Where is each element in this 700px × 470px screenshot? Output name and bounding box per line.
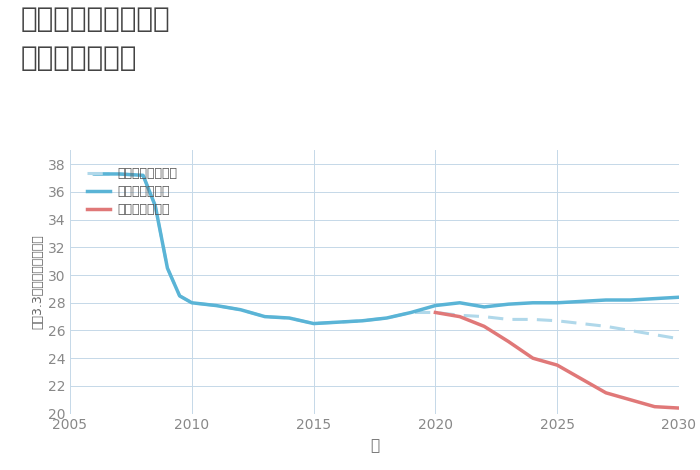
グッドシナリオ (90, 171, 99, 177)
ノーマルシナリオ (382, 315, 391, 321)
ノーマルシナリオ (237, 307, 245, 313)
Legend: ノーマルシナリオ, グッドシナリオ, バッドシナリオ: ノーマルシナリオ, グッドシナリオ, バッドシナリオ (83, 162, 182, 221)
グッドシナリオ (675, 294, 683, 300)
グッドシナリオ (151, 203, 160, 209)
ノーマルシナリオ (431, 310, 440, 315)
ノーマルシナリオ (90, 171, 99, 177)
バッドシナリオ (650, 404, 659, 409)
バッドシナリオ (553, 362, 561, 368)
バッドシナリオ (626, 397, 634, 403)
グッドシナリオ (578, 298, 586, 304)
グッドシナリオ (504, 301, 512, 307)
グッドシナリオ (139, 172, 147, 178)
グッドシナリオ (309, 321, 318, 326)
ノーマルシナリオ (480, 314, 489, 320)
ノーマルシナリオ (602, 323, 610, 329)
Line: グッドシナリオ: グッドシナリオ (94, 174, 679, 323)
グッドシナリオ (626, 297, 634, 303)
ノーマルシナリオ (553, 318, 561, 324)
ノーマルシナリオ (456, 313, 464, 318)
ノーマルシナリオ (176, 293, 184, 298)
バッドシナリオ (480, 323, 489, 329)
グッドシナリオ (650, 296, 659, 301)
グッドシナリオ (334, 319, 342, 325)
X-axis label: 年: 年 (370, 438, 379, 453)
グッドシナリオ (602, 297, 610, 303)
ノーマルシナリオ (334, 319, 342, 325)
グッドシナリオ (456, 300, 464, 306)
グッドシナリオ (285, 315, 293, 321)
ノーマルシナリオ (151, 203, 160, 209)
ノーマルシナリオ (260, 314, 269, 320)
ノーマルシナリオ (650, 332, 659, 337)
バッドシナリオ (602, 390, 610, 396)
ノーマルシナリオ (578, 321, 586, 326)
ノーマルシナリオ (115, 171, 123, 177)
Line: ノーマルシナリオ: ノーマルシナリオ (94, 174, 679, 339)
Text: 奈良県奈良市五条の
土地の価格推移: 奈良県奈良市五条の 土地の価格推移 (21, 5, 171, 72)
グッドシナリオ (528, 300, 537, 306)
ノーマルシナリオ (626, 328, 634, 333)
ノーマルシナリオ (163, 266, 172, 271)
バッドシナリオ (504, 339, 512, 345)
ノーマルシナリオ (504, 317, 512, 322)
グッドシナリオ (115, 171, 123, 177)
ノーマルシナリオ (309, 321, 318, 326)
グッドシナリオ (176, 293, 184, 298)
グッドシナリオ (358, 318, 367, 324)
Line: バッドシナリオ: バッドシナリオ (435, 313, 679, 408)
グッドシナリオ (163, 266, 172, 271)
グッドシナリオ (431, 303, 440, 308)
ノーマルシナリオ (139, 172, 147, 178)
ノーマルシナリオ (675, 336, 683, 342)
グッドシナリオ (188, 300, 196, 306)
バッドシナリオ (675, 405, 683, 411)
グッドシナリオ (212, 303, 220, 308)
バッドシナリオ (578, 376, 586, 382)
ノーマルシナリオ (407, 310, 415, 315)
グッドシナリオ (407, 310, 415, 315)
グッドシナリオ (553, 300, 561, 306)
グッドシナリオ (260, 314, 269, 320)
ノーマルシナリオ (285, 315, 293, 321)
ノーマルシナリオ (188, 300, 196, 306)
ノーマルシナリオ (212, 303, 220, 308)
ノーマルシナリオ (528, 317, 537, 322)
バッドシナリオ (456, 314, 464, 320)
ノーマルシナリオ (358, 318, 367, 324)
バッドシナリオ (528, 355, 537, 361)
Y-axis label: 坪（3.3㎡）単価（万円）: 坪（3.3㎡）単価（万円） (32, 235, 45, 329)
グッドシナリオ (382, 315, 391, 321)
グッドシナリオ (237, 307, 245, 313)
バッドシナリオ (431, 310, 440, 315)
グッドシナリオ (480, 304, 489, 310)
